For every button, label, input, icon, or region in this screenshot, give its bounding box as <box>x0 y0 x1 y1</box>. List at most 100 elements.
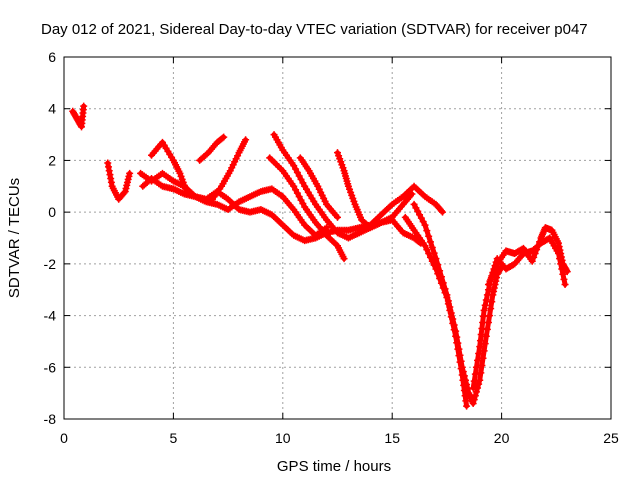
data-point-marker <box>490 267 498 275</box>
y-tick-label: -2 <box>44 256 57 272</box>
axis-ticks: 0 5 10 15 20 25 -8 -6 -4 -2 0 2 4 6 <box>44 49 619 446</box>
series-track-11 <box>334 149 416 232</box>
data-point-marker <box>453 333 461 341</box>
data-point-marker <box>452 327 460 335</box>
data-point-marker <box>457 357 465 365</box>
series-track-13 <box>410 200 506 407</box>
data-point-marker <box>472 363 480 371</box>
data-point-marker <box>470 377 478 385</box>
data-point-marker <box>454 339 462 347</box>
y-tick-label: 6 <box>48 49 56 65</box>
data-point-marker <box>464 385 472 393</box>
data-point-marker <box>460 372 468 380</box>
data-point-marker <box>436 267 444 275</box>
data-point-marker <box>487 305 495 313</box>
data-point-marker <box>455 345 463 353</box>
data-point-marker <box>480 306 488 314</box>
data-point-marker <box>480 347 488 355</box>
data-point-marker <box>474 356 482 364</box>
data-point-marker <box>461 376 469 384</box>
data-point-marker <box>533 246 541 254</box>
data-point-marker <box>469 399 477 407</box>
data-point-marker <box>479 318 487 326</box>
series-track-12 <box>401 213 471 410</box>
data-point-marker <box>481 340 489 348</box>
data-point-marker <box>120 189 128 197</box>
data-series <box>69 102 571 410</box>
grid <box>64 57 611 419</box>
data-point-marker <box>483 291 491 299</box>
data-point-marker <box>489 270 497 278</box>
data-point-marker <box>492 263 500 271</box>
data-point-marker <box>469 384 477 392</box>
data-point-marker <box>476 337 484 345</box>
plot-frame <box>63 56 612 420</box>
data-point-marker <box>242 136 250 144</box>
data-point-marker <box>479 312 487 320</box>
data-point-marker <box>484 318 492 326</box>
data-point-marker <box>450 321 458 329</box>
data-point-marker <box>486 277 494 285</box>
y-tick-label: -4 <box>44 308 57 324</box>
data-point-marker <box>444 297 452 305</box>
data-point-marker <box>482 296 490 304</box>
data-point-marker <box>530 253 538 261</box>
data-point-marker <box>439 279 447 287</box>
data-point-marker <box>484 281 492 289</box>
data-point-marker <box>183 187 191 195</box>
data-point-marker <box>561 281 569 289</box>
x-tick-label: 10 <box>275 430 291 446</box>
series-track-2 <box>104 159 134 203</box>
x-axis-title: GPS time / hours <box>277 458 391 475</box>
data-point-marker <box>536 238 544 246</box>
y-axis-title: SDTVAR / TECUs <box>6 178 23 298</box>
data-point-marker <box>478 362 486 370</box>
data-point-marker <box>439 208 447 216</box>
y-tick-label: -8 <box>44 411 57 427</box>
series-track-15 <box>484 224 571 289</box>
x-tick-label: 0 <box>60 430 68 446</box>
data-point-marker <box>437 273 445 281</box>
data-point-marker <box>483 325 491 333</box>
data-point-marker <box>426 238 434 246</box>
data-point-marker <box>487 274 495 282</box>
data-point-marker <box>481 301 489 309</box>
data-point-marker <box>559 270 567 278</box>
data-point-marker <box>425 232 433 240</box>
data-point-marker <box>432 255 440 263</box>
series-track-9 <box>266 154 348 263</box>
data-point-marker <box>430 249 438 257</box>
x-tick-label: 15 <box>384 430 400 446</box>
data-point-marker <box>477 331 485 339</box>
series-track-5 <box>148 138 191 195</box>
data-point-marker <box>437 207 445 215</box>
chart-title: Day 012 of 2021, Sidereal Day-to-day VTE… <box>41 21 588 38</box>
data-point-marker <box>482 332 490 340</box>
data-point-marker <box>408 190 416 198</box>
data-point-marker <box>458 363 466 371</box>
data-point-marker <box>477 369 485 377</box>
data-point-marker <box>340 255 348 263</box>
data-point-marker <box>426 253 434 261</box>
data-point-marker <box>459 368 467 376</box>
data-point-marker <box>463 402 471 410</box>
data-point-marker <box>476 343 484 351</box>
data-point-marker <box>560 275 568 283</box>
data-point-marker <box>443 291 451 299</box>
data-point-marker <box>446 303 454 311</box>
data-point-marker <box>486 312 494 320</box>
data-point-marker <box>334 213 341 221</box>
data-point-marker <box>531 250 539 258</box>
y-tick-label: -6 <box>44 359 57 375</box>
data-point-marker <box>470 396 478 404</box>
y-tick-label: 0 <box>48 204 56 220</box>
data-point-marker <box>563 268 571 276</box>
data-point-marker <box>441 285 449 293</box>
series-track-6 <box>196 133 228 164</box>
data-point-marker <box>220 133 228 141</box>
x-tick-label: 25 <box>603 430 619 446</box>
data-point-marker <box>421 221 429 229</box>
data-point-marker <box>476 376 484 384</box>
data-point-marker <box>126 169 134 177</box>
